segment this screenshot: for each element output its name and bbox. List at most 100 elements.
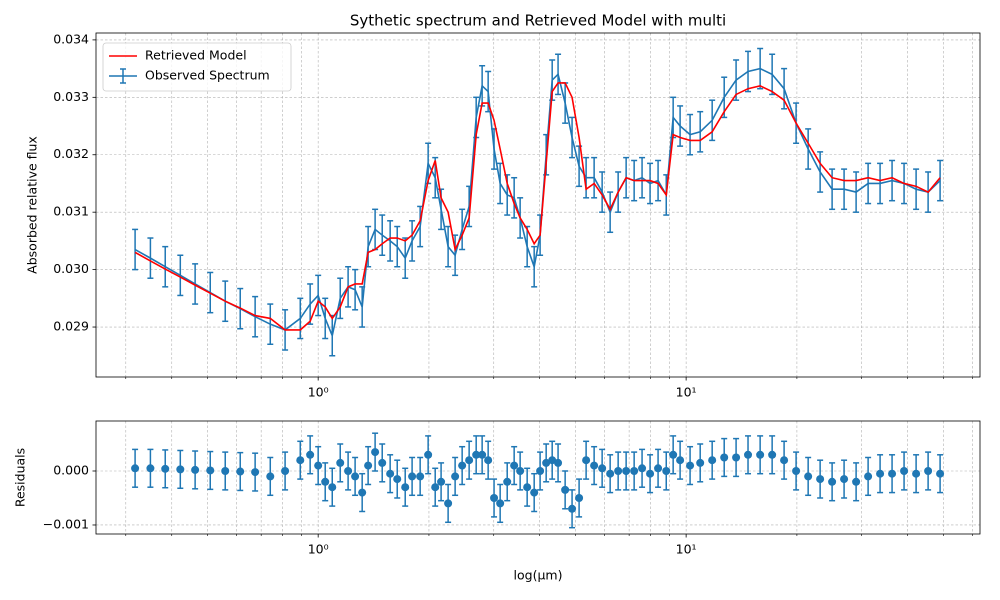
- x-tick-label: 10¹: [676, 542, 697, 557]
- point: [669, 450, 678, 459]
- point: [676, 456, 685, 465]
- point: [496, 499, 505, 508]
- point: [744, 450, 753, 459]
- y-tick-label: 0.030: [53, 261, 89, 276]
- point: [431, 483, 440, 492]
- point: [912, 469, 921, 478]
- point: [780, 456, 789, 465]
- axes-frame: [95, 32, 981, 378]
- point: [523, 483, 532, 492]
- point: [662, 466, 671, 475]
- point: [176, 465, 185, 474]
- y-tick-label: 0.034: [53, 31, 89, 46]
- point: [321, 477, 330, 486]
- point: [530, 488, 539, 497]
- point: [686, 461, 695, 470]
- point: [622, 466, 631, 475]
- point: [614, 466, 623, 475]
- axes-frame: [95, 420, 981, 535]
- y-tick-label: 0.000: [53, 462, 89, 477]
- point: [472, 450, 481, 459]
- legend-label: Observed Spectrum: [145, 68, 270, 83]
- point: [314, 461, 323, 470]
- point: [536, 466, 545, 475]
- point: [654, 464, 663, 473]
- point: [236, 467, 245, 476]
- point: [876, 469, 885, 478]
- point: [638, 464, 647, 473]
- series-line: [134, 82, 941, 331]
- point: [416, 472, 425, 481]
- point: [206, 466, 215, 475]
- point: [888, 469, 897, 478]
- point: [484, 456, 493, 465]
- point: [792, 466, 801, 475]
- point: [221, 466, 230, 475]
- point: [351, 472, 360, 481]
- point: [840, 475, 849, 484]
- point: [503, 477, 512, 486]
- point: [371, 448, 380, 457]
- point: [816, 475, 825, 484]
- x-tick-label: 10¹: [676, 385, 697, 400]
- point: [386, 469, 395, 478]
- point: [465, 456, 474, 465]
- point: [936, 469, 945, 478]
- legend: Retrieved Model Observed Spectrum: [102, 42, 292, 92]
- x-tick-label: 10⁰: [308, 542, 329, 557]
- point: [444, 499, 453, 508]
- point: [568, 504, 577, 513]
- point: [424, 450, 433, 459]
- point: [364, 461, 373, 470]
- point: [451, 472, 460, 481]
- x-axis-label: log(μm): [514, 568, 563, 583]
- legend-box: [102, 42, 292, 92]
- point: [575, 493, 584, 502]
- point: [458, 461, 467, 470]
- point: [191, 465, 200, 474]
- point: [328, 483, 337, 492]
- axes: −0.001 0.000 10⁰ 10¹ Residuals log(μm): [13, 420, 981, 583]
- point: [296, 456, 305, 465]
- point: [720, 453, 729, 462]
- y-tick-label: 0.033: [53, 89, 89, 104]
- point: [393, 475, 402, 484]
- point: [281, 466, 290, 475]
- point: [251, 468, 260, 477]
- y-tick-label: −0.001: [43, 516, 89, 531]
- point: [582, 456, 591, 465]
- point: [358, 488, 367, 497]
- point: [646, 469, 655, 478]
- y-tick-label: 0.029: [53, 319, 89, 334]
- point: [900, 466, 909, 475]
- point: [146, 464, 155, 473]
- point: [630, 466, 639, 475]
- y-tick-label: 0.032: [53, 146, 89, 161]
- series-line: [134, 67, 941, 339]
- point: [554, 458, 563, 467]
- point: [542, 458, 551, 467]
- point: [344, 466, 353, 475]
- point: [408, 472, 417, 481]
- point: [131, 464, 140, 473]
- legend-label: Retrieved Model: [145, 48, 247, 63]
- point: [696, 458, 705, 467]
- point: [306, 450, 315, 459]
- y-tick-label: 0.031: [53, 204, 89, 219]
- point: [161, 464, 170, 473]
- point: [378, 458, 387, 467]
- chart-title: Sythetic spectrum and Retrieved Model wi…: [350, 12, 726, 30]
- error-bar: [132, 228, 139, 271]
- point: [336, 458, 345, 467]
- point: [490, 493, 499, 502]
- point: [437, 477, 446, 486]
- point: [401, 483, 410, 492]
- y-axis-label: Absorbed relative flux: [25, 136, 40, 274]
- point: [510, 461, 519, 470]
- x-tick-label: 10⁰: [308, 385, 329, 400]
- point: [804, 472, 813, 481]
- point: [708, 456, 717, 465]
- point: [768, 450, 777, 459]
- point: [732, 453, 741, 462]
